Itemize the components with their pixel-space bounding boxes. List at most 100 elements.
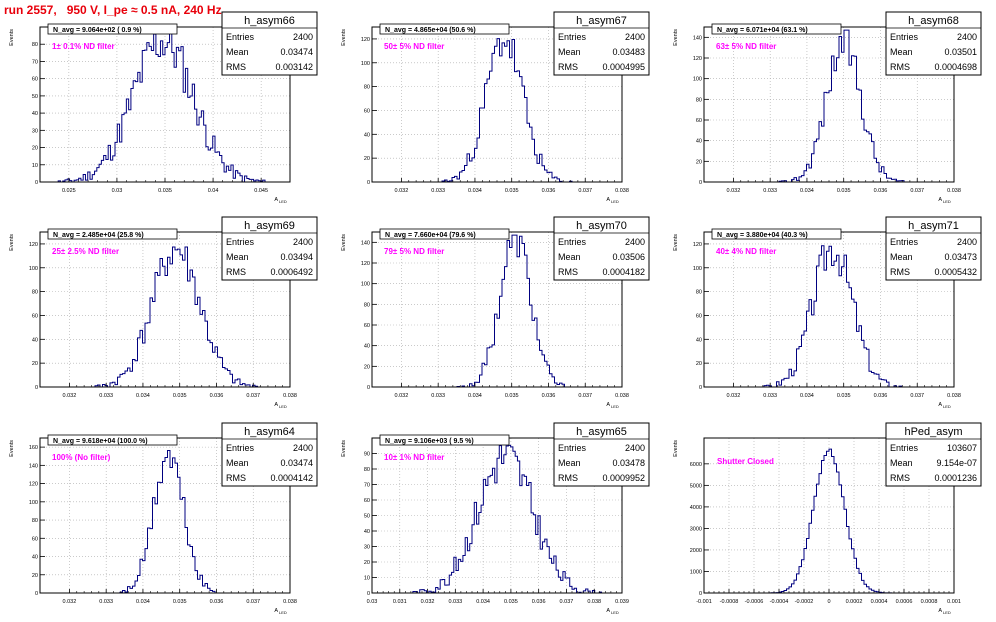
x-tick-label: 0 <box>827 599 830 605</box>
navg-text: N_avg = 4.865e+04 (50.6 %) <box>385 27 476 34</box>
y-tick-label: 80 <box>32 42 38 48</box>
x-tick-label: 0.034 <box>136 599 150 605</box>
x-tick-label: 0.037 <box>560 599 574 605</box>
y-axis-label: Events <box>9 440 15 457</box>
stats-label-mean: Mean <box>558 252 581 262</box>
stats-label-mean: Mean <box>226 47 249 57</box>
histogram-panel-hPed_asym: -0.001 -0.0008 -0.0006 -0.0004 -0.0002 0 0.000… <box>673 422 982 615</box>
filter-annotation: 1± 0.1% ND filter <box>52 42 115 51</box>
x-tick-label: 0.035 <box>173 393 187 399</box>
y-tick-label: 0 <box>367 385 370 391</box>
y-tick-label: 120 <box>693 242 702 248</box>
x-tick-label: -0.0004 <box>770 599 789 605</box>
x-tick-label: 0.03 <box>367 599 378 605</box>
x-tick-label: 0.036 <box>874 188 888 194</box>
x-tick-label: 0.036 <box>542 393 556 399</box>
x-axis-label: A <box>606 197 610 203</box>
x-tick-label: 0.0008 <box>921 599 938 605</box>
y-tick-label: 140 <box>693 35 702 41</box>
x-axis-label-sub: LED <box>943 610 951 615</box>
stats-value-rms: 0.0004142 <box>270 473 313 483</box>
x-tick-label: -0.0006 <box>745 599 764 605</box>
x-axis-label: A <box>274 197 278 203</box>
stats-value-mean: 0.03506 <box>612 252 645 262</box>
x-axis-label-sub: LED <box>279 199 287 204</box>
x-tick-label: 0.032 <box>63 599 77 605</box>
x-axis-label-sub: LED <box>943 199 951 204</box>
y-tick-label: 50 <box>32 94 38 100</box>
y-tick-label: 40 <box>32 111 38 117</box>
x-tick-label: 0.038 <box>587 599 601 605</box>
x-tick-label: 0.035 <box>505 188 519 194</box>
x-tick-label: 0.033 <box>431 393 445 399</box>
y-tick-label: 80 <box>32 518 38 524</box>
y-tick-label: 70 <box>364 483 370 489</box>
y-tick-label: 40 <box>364 529 370 535</box>
y-tick-label: 100 <box>361 282 370 288</box>
histogram-name: h_asym65 <box>576 426 627 438</box>
y-tick-label: 40 <box>32 337 38 343</box>
x-tick-label: 0.033 <box>431 188 445 194</box>
y-tick-label: 20 <box>364 156 370 162</box>
y-tick-label: 40 <box>364 132 370 138</box>
navg-text: N_avg = 9.106e+03 ( 9.5 %) <box>385 438 474 445</box>
stats-label-entries: Entries <box>558 237 587 247</box>
x-tick-label: 0.0004 <box>871 599 888 605</box>
filter-annotation: Shutter Closed <box>717 457 774 466</box>
y-axis-label: Events <box>673 234 679 251</box>
y-tick-label: 10 <box>364 576 370 582</box>
y-tick-label: 60 <box>364 108 370 114</box>
x-tick-label: 0.001 <box>947 599 961 605</box>
y-tick-label: 60 <box>364 323 370 329</box>
y-tick-label: 100 <box>29 266 38 272</box>
x-tick-label: 0.032 <box>395 393 409 399</box>
x-axis-label: A <box>938 402 942 408</box>
stats-box <box>885 11 982 76</box>
y-tick-label: 0 <box>35 385 38 391</box>
stats-value-rms: 0.0004182 <box>602 267 645 277</box>
y-tick-label: 20 <box>696 159 702 165</box>
x-tick-label: 0.04 <box>208 188 219 194</box>
stats-label-rms: RMS <box>890 62 910 72</box>
stats-label-mean: Mean <box>226 458 249 468</box>
navg-box <box>711 23 842 35</box>
filter-annotation: 50± 5% ND filter <box>384 42 444 51</box>
stats-value-entries: 2400 <box>957 237 977 247</box>
x-tick-label: 0.032 <box>421 599 435 605</box>
y-tick-label: 40 <box>696 337 702 343</box>
y-tick-label: 80 <box>696 97 702 103</box>
stats-label-mean: Mean <box>890 252 913 262</box>
x-axis-label-sub: LED <box>943 404 951 409</box>
filter-annotation: 100% (No filter) <box>52 453 111 462</box>
y-tick-label: 120 <box>361 37 370 43</box>
x-tick-label: 0.0006 <box>896 599 913 605</box>
y-axis-label: Events <box>341 440 347 457</box>
stats-label-rms: RMS <box>558 62 578 72</box>
x-tick-label: 0.034 <box>468 188 482 194</box>
stats-value-rms: 0.0004995 <box>602 62 645 72</box>
x-axis-label-sub: LED <box>279 610 287 615</box>
stats-label-entries: Entries <box>226 443 255 453</box>
stats-value-mean: 0.03501 <box>944 47 977 57</box>
navg-box <box>711 228 842 240</box>
navg-box <box>47 23 178 35</box>
histogram-line <box>704 245 954 388</box>
x-tick-label: 0.038 <box>947 188 961 194</box>
x-tick-label: 0.038 <box>615 188 629 194</box>
y-axis-label: Events <box>341 234 347 251</box>
x-tick-label: 0.034 <box>468 393 482 399</box>
x-tick-label: 0.035 <box>504 599 518 605</box>
x-tick-label: 0.035 <box>505 393 519 399</box>
navg-box <box>379 228 510 240</box>
histogram-name: h_asym67 <box>576 15 627 27</box>
navg-text: N_avg = 9.064e+02 ( 0.9 %) <box>53 27 142 34</box>
x-tick-label: 0.038 <box>283 599 297 605</box>
stats-label-rms: RMS <box>558 473 578 483</box>
x-tick-label: 0.035 <box>837 393 851 399</box>
x-axis-label: A <box>274 402 278 408</box>
navg-box <box>379 434 510 446</box>
x-tick-label: 0.035 <box>837 188 851 194</box>
stats-value-rms: 0.0001236 <box>934 473 977 483</box>
stats-label-mean: Mean <box>890 47 913 57</box>
y-axis-label: Events <box>9 29 15 46</box>
